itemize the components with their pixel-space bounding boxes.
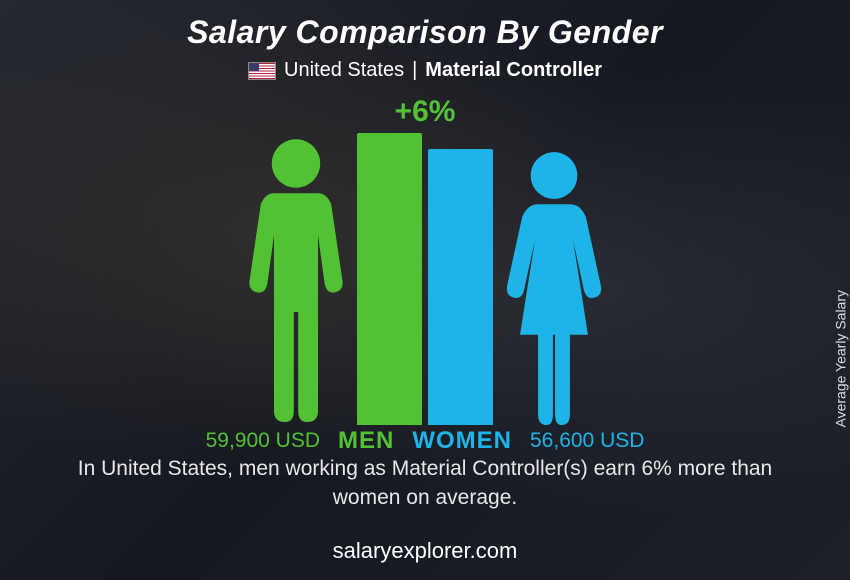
percent-difference-label: +6% xyxy=(395,95,456,129)
main-title: Salary Comparison By Gender xyxy=(0,0,850,51)
chart-area: +6% 59,900 USD MEN WOMEN 56,600 US xyxy=(0,95,850,455)
infographic-container: Salary Comparison By Gender United State… xyxy=(0,0,850,580)
figure-row xyxy=(0,125,850,425)
women-category-label: WOMEN xyxy=(412,427,512,455)
country-label: United States xyxy=(284,59,404,82)
men-bar xyxy=(357,133,422,425)
male-figure-icon xyxy=(241,133,351,425)
y-axis-label: Average Yearly Salary xyxy=(832,290,848,428)
footer-source: salaryexplorer.com xyxy=(0,538,850,564)
job-title-label: Material Controller xyxy=(425,59,602,82)
men-category-label: MEN xyxy=(338,427,394,455)
us-flag-icon xyxy=(248,62,276,80)
men-salary-value: 59,900 USD xyxy=(206,429,320,453)
summary-text: In United States, men working as Materia… xyxy=(60,455,790,512)
women-bar xyxy=(428,149,493,425)
labels-row: 59,900 USD MEN WOMEN 56,600 USD xyxy=(0,427,850,455)
women-salary-value: 56,600 USD xyxy=(530,429,644,453)
subtitle-row: United States | Material Controller xyxy=(0,59,850,82)
separator: | xyxy=(412,59,417,82)
female-figure-icon xyxy=(499,149,609,425)
